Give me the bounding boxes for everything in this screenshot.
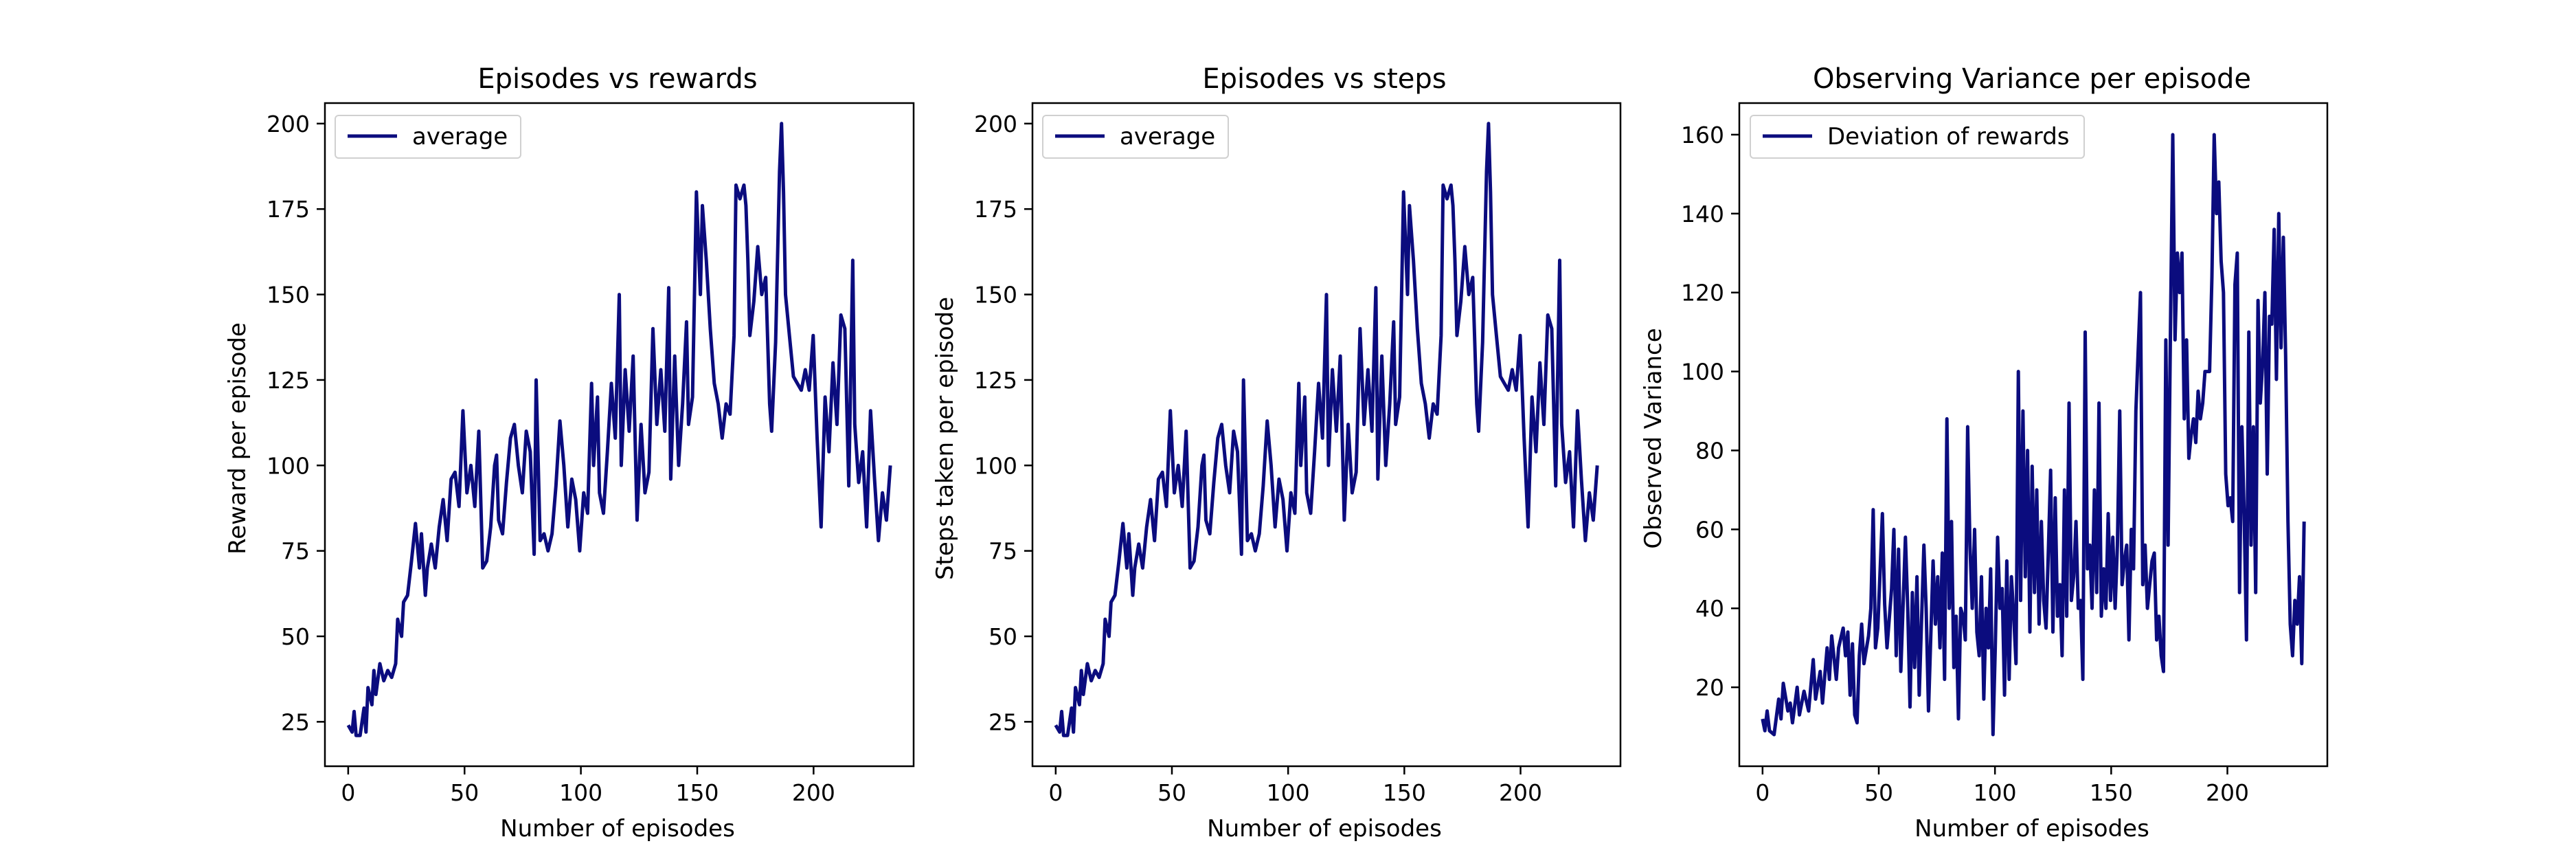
- x-tick-label: 50: [1864, 779, 1893, 806]
- series-line-0: [1054, 122, 1599, 737]
- y-tick-label: 75: [988, 538, 1017, 565]
- series-line-0: [346, 122, 892, 737]
- x-tick-label: 0: [1755, 779, 1770, 806]
- y-tick-label: 100: [267, 452, 310, 479]
- plot-area: [1761, 133, 2306, 737]
- series-line-0: [1761, 133, 2306, 737]
- y-axis-label: Reward per episode: [224, 322, 251, 555]
- x-tick-label: 150: [1383, 779, 1426, 806]
- legend-entry-label: average: [412, 123, 508, 150]
- y-axis-label: Observed Variance: [1640, 328, 1667, 548]
- x-tick-label: 150: [675, 779, 719, 806]
- y-tick-label: 25: [281, 709, 310, 735]
- y-tick-label: 175: [267, 196, 310, 223]
- y-tick-label: 60: [1695, 516, 1724, 543]
- y-tick-label: 120: [1681, 280, 1724, 306]
- y-tick-label: 20: [1695, 674, 1724, 701]
- x-tick-label: 200: [792, 779, 835, 806]
- x-tick-label: 0: [1048, 779, 1063, 806]
- y-tick-label: 125: [267, 367, 310, 394]
- y-tick-label: 140: [1681, 201, 1724, 227]
- subplot-episodes-vs-steps: Episodes vs steps 0 50 100 150 200 25 50 75 100 1…: [931, 63, 1622, 843]
- legend-entry-label: Deviation of rewards: [1827, 123, 2069, 150]
- legend: average: [335, 115, 521, 159]
- axes-frame: [324, 102, 915, 768]
- axes: 0 50 100 150 200 25 50 75 100 125 150 175 200: [974, 102, 1622, 806]
- y-tick-label: 160: [1681, 122, 1724, 148]
- legend-box: [1042, 115, 1229, 159]
- y-tick-label: 50: [988, 623, 1017, 650]
- x-tick-label: 100: [559, 779, 602, 806]
- legend-box: [1750, 115, 2085, 159]
- x-axis-label: Number of episodes: [1914, 815, 2149, 843]
- plot-area: [1054, 122, 1599, 737]
- x-axis-label: Number of episodes: [500, 815, 735, 843]
- y-axis-label: Steps taken per episode: [931, 297, 959, 580]
- y-tick-label: 175: [974, 196, 1017, 223]
- x-tick-label: 100: [1267, 779, 1310, 806]
- chart-title: Episodes vs rewards: [477, 63, 757, 95]
- chart-title: Episodes vs steps: [1202, 63, 1446, 95]
- axes-frame: [1738, 102, 2329, 768]
- plot-area: [346, 122, 892, 737]
- axes: 0 50 100 150 200 25 50 75 100 125 150 175 200: [267, 102, 915, 806]
- y-tick-label: 50: [281, 623, 310, 650]
- x-tick-label: 100: [1974, 779, 2017, 806]
- x-tick-label: 150: [2090, 779, 2133, 806]
- x-tick-label: 50: [1157, 779, 1186, 806]
- axes: 0 50 100 150 200 20 40 60 80 100 120 140 160: [1681, 102, 2329, 806]
- y-tick-label: 150: [267, 282, 310, 309]
- y-tick-label: 200: [267, 111, 310, 137]
- legend-box: [335, 115, 521, 159]
- x-tick-label: 200: [1499, 779, 1542, 806]
- legend: Deviation of rewards: [1750, 115, 2085, 159]
- legend-entry-label: average: [1120, 123, 1215, 150]
- chart-title: Observing Variance per episode: [1813, 63, 2251, 95]
- y-tick-label: 25: [988, 709, 1017, 735]
- y-tick-label: 125: [974, 367, 1017, 394]
- x-tick-label: 0: [341, 779, 355, 806]
- subplot-episodes-vs-rewards: Episodes vs rewards 0 50 100 150 200 25 50 75 10…: [224, 63, 915, 843]
- x-axis-label: Number of episodes: [1207, 815, 1442, 843]
- y-tick-label: 75: [281, 538, 310, 565]
- y-tick-label: 100: [974, 452, 1017, 479]
- axes-frame: [1031, 102, 1622, 768]
- legend: average: [1042, 115, 1229, 159]
- x-tick-label: 200: [2206, 779, 2249, 806]
- subplot-observing-variance: Observing Variance per episode 0 50 100 150…: [1640, 63, 2329, 843]
- y-tick-label: 40: [1695, 595, 1724, 622]
- y-tick-label: 150: [974, 282, 1017, 309]
- x-tick-label: 50: [450, 779, 479, 806]
- y-tick-label: 200: [974, 111, 1017, 137]
- y-tick-label: 80: [1695, 437, 1724, 464]
- y-tick-label: 100: [1681, 359, 1724, 386]
